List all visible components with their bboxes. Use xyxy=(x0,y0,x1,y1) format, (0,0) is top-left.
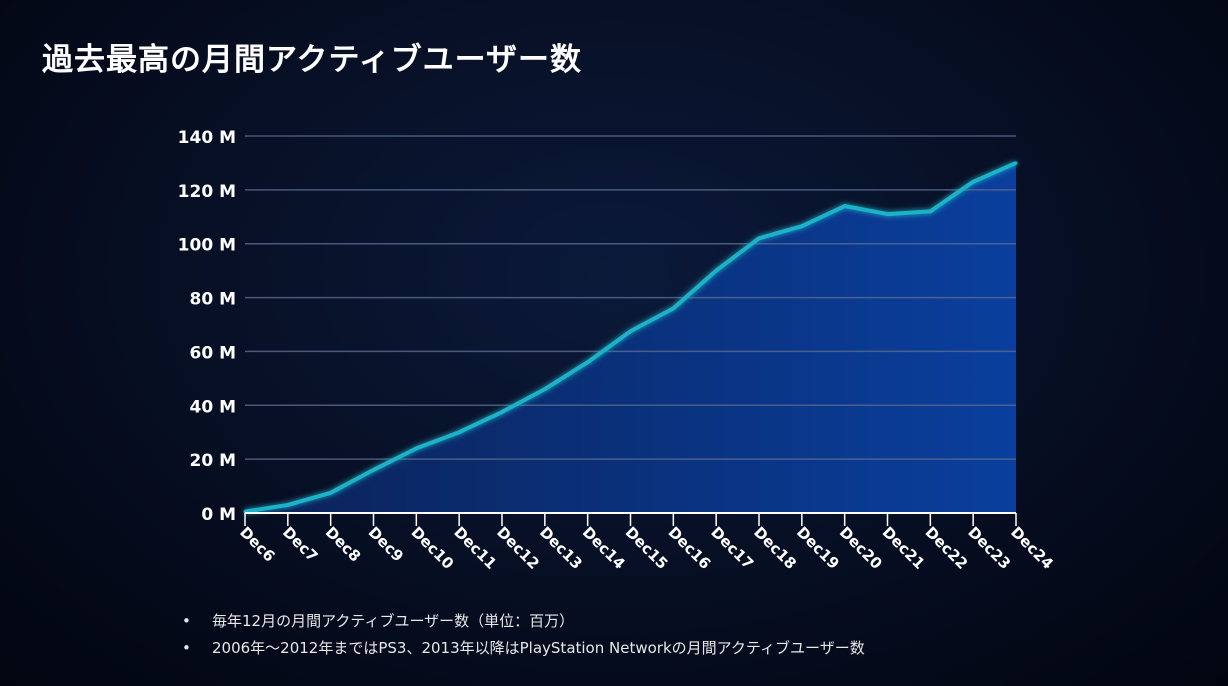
footnote-1: 毎年12月の月間アクティブユーザー数（単位：百万） xyxy=(182,608,865,635)
x-tick-label: Dec21 xyxy=(879,523,929,573)
data-point xyxy=(457,430,461,434)
x-tick-label: Dec22 xyxy=(922,523,972,573)
y-tick-label: 40 M xyxy=(190,397,237,417)
data-point xyxy=(671,306,675,310)
data-point xyxy=(800,224,804,228)
y-tick-label: 20 M xyxy=(190,451,237,471)
data-point xyxy=(886,212,889,216)
footnote-2: 2006年〜2012年まではPS3、2013年以降はPlayStation Ne… xyxy=(182,635,865,662)
data-point xyxy=(928,209,932,213)
x-tick-label: Dec13 xyxy=(536,523,586,573)
x-tick-label: Dec10 xyxy=(408,523,458,573)
data-point xyxy=(757,236,761,240)
x-tick-label: Dec7 xyxy=(279,523,321,565)
data-point xyxy=(971,180,975,184)
x-tick-label: Dec15 xyxy=(622,523,672,573)
data-point xyxy=(586,360,590,364)
x-tick-label: Dec24 xyxy=(1007,523,1057,573)
data-point xyxy=(414,446,418,450)
x-tick-label: Dec16 xyxy=(665,523,715,573)
x-tick-label: Dec8 xyxy=(322,523,364,565)
x-tick-label: Dec19 xyxy=(793,523,843,573)
y-tick-label: 60 M xyxy=(190,343,237,363)
data-point xyxy=(286,503,290,507)
x-tick-label: Dec12 xyxy=(493,523,543,573)
data-point xyxy=(329,491,333,495)
y-tick-label: 0 M xyxy=(201,505,236,525)
x-tick-label: Dec11 xyxy=(450,523,500,573)
x-tick-label: Dec18 xyxy=(750,523,800,573)
page-title: 過去最高の月間アクティブユーザー数 xyxy=(42,42,582,78)
data-point xyxy=(500,410,504,414)
x-tick-label: Dec6 xyxy=(236,523,278,565)
y-tick-label: 80 M xyxy=(190,290,237,310)
y-tick-label: 100 M xyxy=(178,236,236,256)
x-tick-label: Dec17 xyxy=(707,523,757,573)
x-tick-label: Dec20 xyxy=(836,523,886,573)
y-tick-label: 120 M xyxy=(178,182,236,202)
data-point xyxy=(543,387,547,391)
area-fill xyxy=(245,162,1016,513)
x-tick-label: Dec23 xyxy=(964,523,1014,573)
data-point xyxy=(629,329,632,333)
x-tick-label: Dec9 xyxy=(365,523,407,565)
data-point xyxy=(843,204,847,208)
x-tick-label: Dec14 xyxy=(579,523,629,573)
footnotes: 毎年12月の月間アクティブユーザー数（単位：百万） 2006年〜2012年までは… xyxy=(182,608,865,662)
data-point xyxy=(714,269,718,273)
data-point xyxy=(1014,161,1018,165)
y-tick-label: 140 M xyxy=(178,128,236,148)
data-point xyxy=(372,468,375,472)
